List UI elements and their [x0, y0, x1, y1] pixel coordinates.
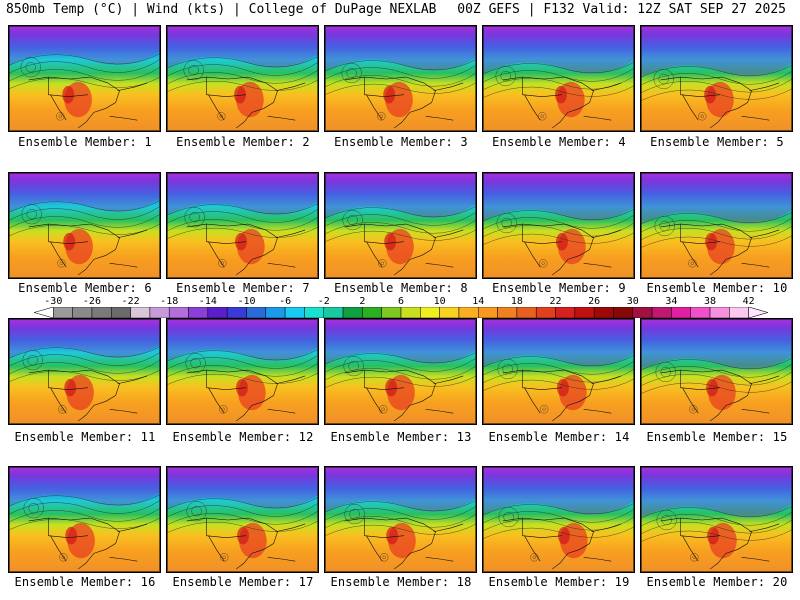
ensemble-member-label: Ensemble Member: 20	[646, 575, 788, 589]
map-field-12	[167, 319, 318, 424]
colorbar-tick-label: -30	[44, 296, 63, 307]
ensemble-member-map	[8, 172, 161, 279]
ensemble-member-label: Ensemble Member: 8	[334, 281, 468, 295]
temperature-colorbar	[34, 307, 768, 318]
map-field-1	[9, 26, 160, 131]
colorbar-tick-label: 6	[397, 296, 405, 307]
colorbar-tick-label: 18	[510, 296, 523, 307]
map-field-5	[641, 26, 792, 131]
map-field-14	[483, 319, 634, 424]
map-field-17	[167, 467, 318, 572]
ensemble-member-label: Ensemble Member: 14	[488, 430, 630, 444]
ensemble-member-map	[640, 318, 793, 425]
map-field-6	[9, 173, 160, 278]
map-field-3	[325, 26, 476, 131]
colorbar-tick-label: 2	[359, 296, 366, 307]
map-field-19	[483, 467, 634, 572]
colorbar-tick-label: -26	[82, 296, 101, 307]
ensemble-member-map	[324, 466, 477, 573]
ensemble-member-map	[640, 466, 793, 573]
ensemble-member-label: Ensemble Member: 1	[18, 135, 152, 149]
colorbar-tick-label: -10	[237, 296, 256, 307]
map-field-13	[325, 319, 476, 424]
map-title: 850mb Temp (°C) | Wind (kts) | College o…	[6, 2, 437, 17]
ensemble-member-map	[482, 466, 635, 573]
map-field-9	[483, 173, 634, 278]
ensemble-member-map	[166, 25, 319, 132]
colorbar-tick-label: -18	[160, 296, 179, 307]
map-field-20	[641, 467, 792, 572]
model-valid-time: 00Z GEFS | F132 Valid: 12Z SAT SEP 27 20…	[457, 2, 786, 17]
map-field-18	[325, 467, 476, 572]
colorbar-tick-label: 10	[433, 296, 446, 307]
ensemble-member-label: Ensemble Member: 11	[14, 430, 156, 444]
colorbar-tick-label: -6	[279, 296, 292, 307]
ensemble-member-label: Ensemble Member: 12	[172, 430, 314, 444]
colorbar-tick-label: -14	[198, 296, 217, 307]
ensemble-member-map	[324, 25, 477, 132]
ensemble-member-map	[482, 318, 635, 425]
ensemble-member-map	[482, 172, 635, 279]
ensemble-member-label: Ensemble Member: 4	[492, 135, 626, 149]
map-field-2	[167, 26, 318, 131]
ensemble-member-label: Ensemble Member: 19	[488, 575, 630, 589]
colorbar-tick-label: 14	[472, 296, 485, 307]
ensemble-member-map	[166, 318, 319, 425]
ensemble-member-label: Ensemble Member: 3	[334, 135, 468, 149]
colorbar-tick-label: -22	[121, 296, 140, 307]
ensemble-member-label: Ensemble Member: 16	[14, 575, 156, 589]
ensemble-member-label: Ensemble Member: 17	[172, 575, 314, 589]
colorbar-tick-label: 38	[704, 296, 717, 307]
ensemble-member-map	[640, 25, 793, 132]
colorbar-tick-label: 34	[665, 296, 678, 307]
ensemble-member-map	[8, 318, 161, 425]
ensemble-member-map	[8, 466, 161, 573]
ensemble-member-label: Ensemble Member: 6	[18, 281, 152, 295]
colorbar-tick-label: 22	[549, 296, 562, 307]
map-field-16	[9, 467, 160, 572]
ensemble-member-label: Ensemble Member: 13	[330, 430, 472, 444]
ensemble-member-map	[482, 25, 635, 132]
ensemble-member-map	[166, 466, 319, 573]
colorbar-tick-label: 26	[588, 296, 601, 307]
ensemble-member-map	[8, 25, 161, 132]
ensemble-member-label: Ensemble Member: 18	[330, 575, 472, 589]
map-field-15	[641, 319, 792, 424]
map-field-10	[641, 173, 792, 278]
ensemble-member-map	[324, 318, 477, 425]
ensemble-member-label: Ensemble Member: 5	[650, 135, 784, 149]
colorbar-tick-label: -2	[317, 296, 330, 307]
map-field-7	[167, 173, 318, 278]
ensemble-member-label: Ensemble Member: 2	[176, 135, 310, 149]
map-field-11	[9, 319, 160, 424]
ensemble-member-map	[640, 172, 793, 279]
ensemble-member-map	[166, 172, 319, 279]
map-field-4	[483, 26, 634, 131]
map-field-8	[325, 173, 476, 278]
colorbar-tick-label: 30	[626, 296, 639, 307]
ensemble-member-label: Ensemble Member: 9	[492, 281, 626, 295]
ensemble-member-label: Ensemble Member: 15	[646, 430, 788, 444]
ensemble-member-label: Ensemble Member: 10	[646, 281, 788, 295]
colorbar-tick-label: 42	[742, 296, 755, 307]
ensemble-member-map	[324, 172, 477, 279]
ensemble-member-label: Ensemble Member: 7	[176, 281, 310, 295]
